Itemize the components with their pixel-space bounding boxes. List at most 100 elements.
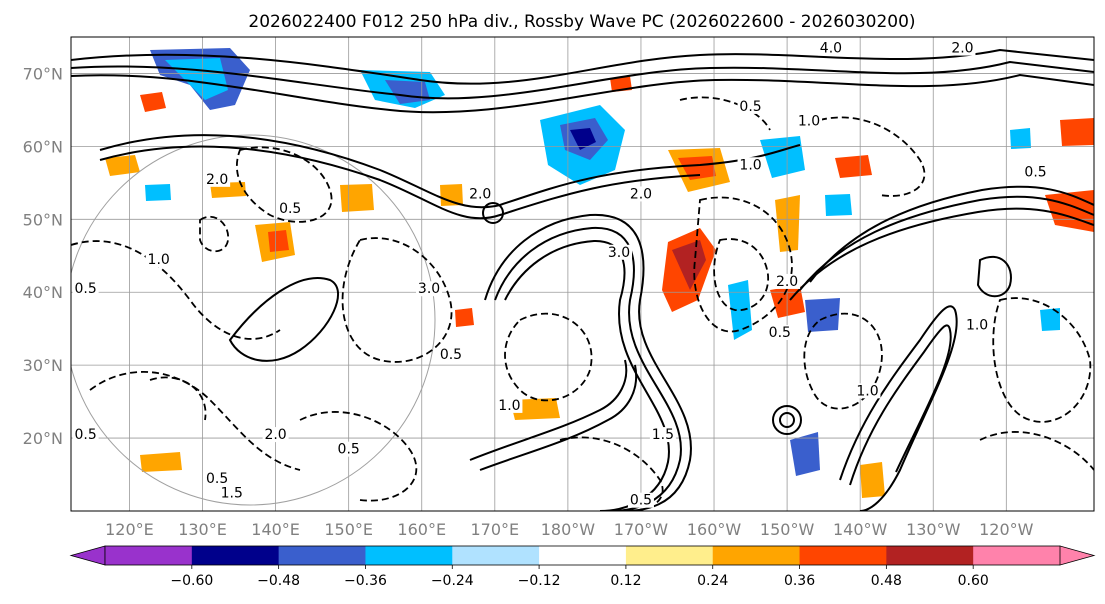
contour-label-bg	[649, 427, 676, 443]
contour-label: 1.5	[221, 485, 243, 501]
contour-label: 4.0	[820, 41, 842, 57]
x-tick-label: 130°E	[178, 520, 227, 539]
x-tick-label: 120°E	[105, 520, 154, 539]
contour-label-bg	[964, 317, 991, 333]
colorbar-tick-label: −0.60	[170, 573, 213, 589]
contour-label: 1.0	[498, 398, 520, 414]
contour-label: 1.0	[739, 157, 761, 173]
contour-label-bg	[204, 470, 231, 486]
colorbar-bin	[625, 546, 714, 565]
contour-label: 0.5	[630, 493, 652, 509]
colorbar-bin	[539, 546, 627, 565]
colorbar-bin	[452, 546, 540, 565]
contour-label-bg	[949, 40, 976, 56]
y-tick-label: 40°N	[23, 283, 63, 302]
projection-boundary	[71, 134, 436, 506]
x-axis-labels: 120°E 130°E 140°E 150°E 160°E 170°E 180°W 170°W…	[105, 520, 1034, 539]
colorbar-frame	[104, 545, 1061, 566]
map-frame	[70, 36, 1095, 512]
colorbar-bin	[365, 546, 453, 565]
contour-label: 0.5	[769, 325, 791, 341]
x-tick-label: 150°E	[324, 520, 373, 539]
y-tick-label: 50°N	[23, 210, 63, 229]
contour-label: 2.0	[630, 186, 652, 202]
colorbar-bin	[191, 546, 280, 565]
x-tick-label: 140°W	[833, 520, 888, 539]
contour-labels: 0.51.01.50.53.02.00.51.01.02.00.51.02.00…	[72, 40, 1049, 509]
x-tick-label: 160°W	[687, 520, 742, 539]
x-tick-label: 170°E	[470, 520, 519, 539]
colorbar-tick-label: −0.12	[518, 573, 561, 589]
colorbar-tick-label: −0.24	[431, 573, 474, 589]
contour-label: 0.5	[1024, 165, 1046, 181]
y-tick-label: 60°N	[23, 137, 63, 156]
contour-label-bg	[627, 492, 654, 508]
contour-label-bg	[496, 397, 523, 413]
contour-label-bg	[335, 441, 362, 457]
contour-label-bg	[218, 485, 245, 501]
contour-label: 3.0	[608, 245, 630, 261]
contour-label: 0.5	[206, 471, 228, 487]
contour-label: 2.0	[951, 41, 973, 57]
contour-label-bg	[467, 186, 494, 202]
contour-label: 2.0	[469, 186, 491, 202]
x-tick-label: 120°W	[979, 520, 1034, 539]
colorbar-bin	[712, 546, 801, 565]
contour-label: 2.0	[264, 427, 286, 443]
map-area: 0.51.01.50.53.02.00.51.01.02.00.51.02.00…	[71, 37, 1094, 511]
colorbar-over-extension	[1059, 545, 1096, 566]
contour-label: 1.0	[966, 318, 988, 334]
colorbar-tick-label: −0.48	[257, 573, 300, 589]
colorbar-bin	[105, 546, 193, 565]
colorbar-tick-label: 0.60	[958, 573, 989, 589]
contour-label: 2.0	[776, 274, 798, 290]
contour-label: 0.5	[739, 99, 761, 115]
x-tick-label: 140°E	[251, 520, 300, 539]
contour-label: 2.0	[206, 172, 228, 188]
contour-label: 3.0	[418, 281, 440, 297]
contour-label: 0.5	[279, 201, 301, 217]
contour-label-bg	[854, 383, 881, 399]
contour-label-bg	[627, 186, 654, 202]
y-tick-label: 20°N	[23, 429, 63, 448]
x-tick-label: 160°E	[397, 520, 446, 539]
contour-label: 1.0	[798, 114, 820, 130]
colorbar-bin	[973, 546, 1061, 565]
x-tick-label: 180°W	[541, 520, 596, 539]
x-tick-label: 130°W	[906, 520, 961, 539]
x-tick-label: 150°W	[760, 520, 815, 539]
solid-contours	[71, 48, 1094, 511]
contour-label-bg	[277, 201, 304, 217]
contour-label-bg	[774, 273, 801, 289]
contour-label-bg	[72, 427, 99, 443]
colorbar-tick-label: 0.24	[697, 573, 728, 589]
colorbar: −0.60 −0.48 −0.36 −0.24 −0.12 0.12 0.24 0.36 0.4…	[69, 545, 1096, 589]
contour-label-bg	[817, 40, 844, 56]
contour-label-bg	[204, 171, 231, 187]
contour-label: 1.5	[652, 427, 674, 443]
colorbar-bin	[278, 546, 366, 565]
colorbar-tick-label: 0.48	[871, 573, 902, 589]
contour-label-bg	[606, 244, 633, 260]
contour-label-bg	[145, 252, 172, 268]
contour-label-bg	[416, 281, 443, 297]
colorbar-bin	[886, 546, 974, 565]
contour-label-bg	[796, 113, 823, 129]
colorbar-tick-label: 0.12	[610, 573, 641, 589]
contour-label-bg	[1022, 164, 1049, 180]
dashed-contours	[71, 96, 1094, 511]
chart-title: 2026022400 F012 250 hPa div., Rossby Wav…	[248, 12, 915, 32]
contour-label-bg	[437, 346, 464, 362]
colorbar-tick-label: 0.36	[784, 573, 815, 589]
map-background	[71, 37, 1094, 511]
contour-label-bg	[766, 324, 793, 340]
contour-label: 1.0	[856, 383, 878, 399]
y-tick-label: 70°N	[23, 64, 63, 83]
colorbar-tick-label: −0.36	[344, 573, 387, 589]
contour-label: 0.5	[338, 442, 360, 458]
y-axis-labels: 20°N 30°N 40°N 50°N 60°N 70°N	[23, 64, 63, 448]
contour-label-bg	[262, 427, 289, 443]
contour-label-bg	[737, 157, 764, 173]
contour-label-bg	[737, 98, 764, 114]
